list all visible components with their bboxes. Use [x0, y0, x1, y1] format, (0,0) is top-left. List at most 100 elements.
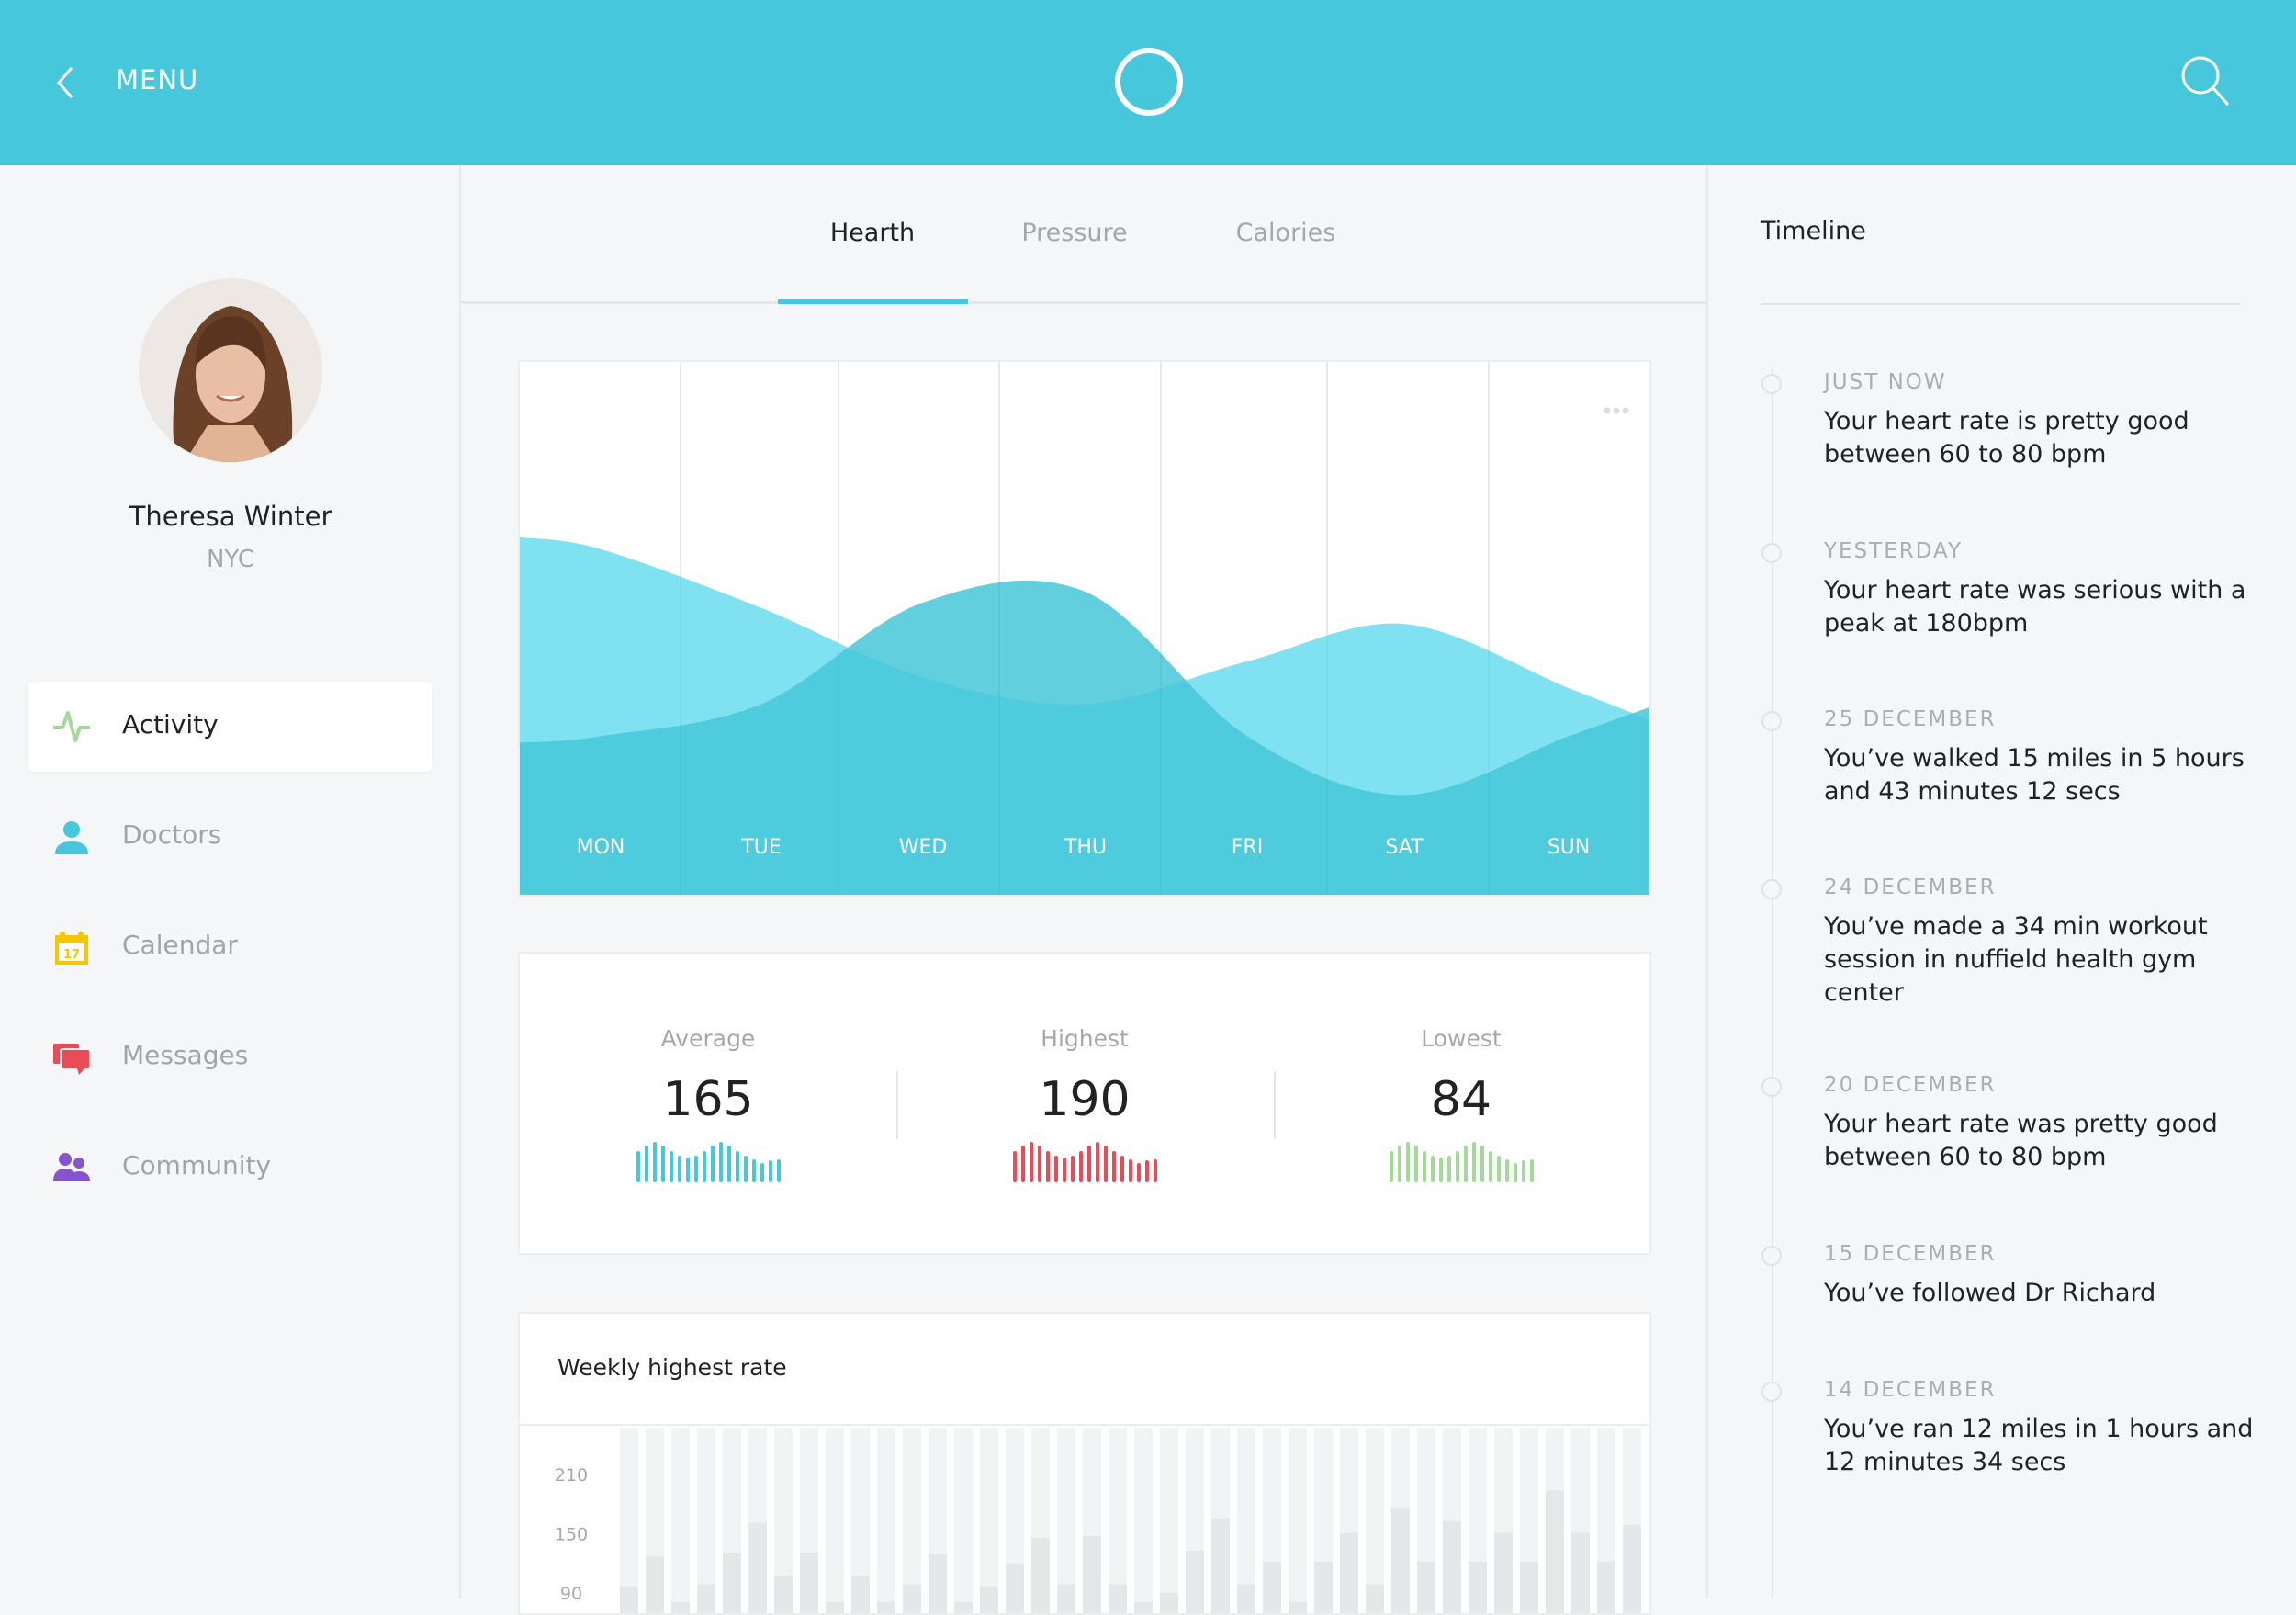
sparkline-bar — [1414, 1146, 1418, 1182]
sparkline-bar — [769, 1160, 772, 1182]
avatar[interactable] — [139, 278, 322, 462]
sidebar-item-messages[interactable]: Messages — [28, 1012, 432, 1102]
bar-track — [1134, 1428, 1153, 1615]
bar[interactable] — [1314, 1562, 1333, 1615]
bar[interactable] — [851, 1576, 870, 1615]
timeline-text: You’ve made a 34 min workout session in … — [1824, 910, 2283, 1010]
bar-track — [826, 1428, 844, 1615]
sparkline-bar — [1054, 1156, 1058, 1182]
circle-logo-icon[interactable] — [1113, 46, 1185, 118]
bar[interactable] — [620, 1587, 638, 1615]
sparkline-bar — [1096, 1142, 1099, 1182]
bar[interactable] — [1546, 1490, 1564, 1615]
bar[interactable] — [954, 1602, 973, 1615]
bar[interactable] — [1494, 1533, 1513, 1615]
timeline-dot-icon — [1761, 711, 1782, 731]
bar[interactable] — [774, 1576, 793, 1615]
bar[interactable] — [1366, 1584, 1384, 1615]
svg-text:17: 17 — [63, 948, 80, 962]
bar[interactable] — [1134, 1602, 1153, 1615]
sidebar-item-activity[interactable]: Activity — [28, 682, 432, 772]
timeline-dot-icon — [1761, 1246, 1782, 1266]
sparkline-bar — [727, 1146, 731, 1182]
bar[interactable] — [1031, 1538, 1050, 1615]
menu-button[interactable]: MENU — [116, 64, 198, 96]
timeline-text: Your heart rate is pretty good between 6… — [1824, 405, 2283, 471]
bar[interactable] — [1083, 1536, 1101, 1615]
timeline-dot-icon — [1761, 1382, 1782, 1402]
timeline-date: 15 DECEMBER — [1824, 1242, 1997, 1266]
bar[interactable] — [1057, 1584, 1075, 1615]
profile-name: Theresa Winter — [0, 501, 461, 532]
sparkline-bar — [678, 1156, 681, 1182]
sparkline-bar — [1145, 1160, 1149, 1182]
chevron-left-icon[interactable] — [55, 66, 75, 99]
bar[interactable] — [877, 1602, 895, 1615]
bar[interactable] — [1391, 1508, 1410, 1615]
sparkline-bar — [1137, 1163, 1141, 1182]
active-tab-indicator — [778, 299, 968, 304]
bar[interactable] — [800, 1553, 818, 1615]
bar[interactable] — [1417, 1562, 1435, 1615]
timeline-dot-icon — [1761, 1077, 1782, 1097]
timeline-dot-icon — [1761, 879, 1782, 899]
bar[interactable] — [1340, 1533, 1358, 1615]
bar[interactable] — [1289, 1602, 1307, 1615]
bar-track — [954, 1428, 973, 1615]
bar[interactable] — [671, 1602, 690, 1615]
bar[interactable] — [1443, 1521, 1461, 1615]
sparkline-bar — [1522, 1160, 1525, 1182]
sparkline-bar — [777, 1159, 781, 1182]
bar[interactable] — [903, 1584, 921, 1615]
bar-track — [671, 1428, 690, 1615]
bar[interactable] — [1469, 1562, 1487, 1615]
bar[interactable] — [929, 1554, 947, 1615]
bar[interactable] — [980, 1587, 998, 1615]
sparkline-bar — [1104, 1146, 1108, 1182]
profile-location: NYC — [0, 546, 461, 573]
stat-value: 165 — [520, 1072, 896, 1127]
bar[interactable] — [1109, 1584, 1127, 1615]
tab-calories[interactable]: Calories — [1236, 219, 1336, 247]
bar[interactable] — [1623, 1525, 1641, 1615]
tab-pressure[interactable]: Pressure — [1021, 219, 1127, 247]
search-icon[interactable] — [2180, 55, 2232, 110]
bar[interactable] — [748, 1523, 767, 1615]
sidebar-item-doctors[interactable]: Doctors — [28, 792, 432, 882]
sidebar-item-community[interactable]: Community — [28, 1123, 432, 1213]
sparkline-bar — [694, 1156, 698, 1182]
bar[interactable] — [1211, 1518, 1230, 1615]
sparkline-bar — [1530, 1159, 1534, 1182]
bar[interactable] — [1186, 1551, 1204, 1615]
bar[interactable] — [646, 1556, 664, 1615]
bar[interactable] — [826, 1602, 844, 1615]
timeline-date: YESTERDAY — [1824, 539, 1963, 563]
sidebar-item-calendar[interactable]: 17 Calendar — [28, 902, 432, 992]
more-dots-icon[interactable] — [1604, 406, 1631, 415]
bar[interactable] — [1597, 1562, 1615, 1615]
timeline-dot-icon — [1761, 374, 1782, 394]
chat-icon — [53, 1040, 90, 1077]
bar[interactable] — [1263, 1562, 1281, 1615]
bar[interactable] — [697, 1584, 715, 1615]
bar[interactable] — [1160, 1593, 1178, 1615]
sparkline-bar — [744, 1156, 748, 1182]
sparkline-bar — [711, 1146, 715, 1182]
timeline-divider — [1761, 303, 2241, 305]
bar[interactable] — [1006, 1564, 1024, 1615]
bar-track — [1289, 1428, 1307, 1615]
sparkline-bar — [1390, 1151, 1393, 1182]
bar[interactable] — [1237, 1584, 1255, 1615]
tab-hearth[interactable]: Hearth — [830, 219, 915, 247]
timeline-date: 24 DECEMBER — [1824, 875, 1997, 899]
timeline-text: You’ve walked 15 miles in 5 hours and 43… — [1824, 742, 2283, 808]
bar[interactable] — [723, 1553, 741, 1615]
bar[interactable] — [1520, 1562, 1538, 1615]
sparkline-bar — [1439, 1158, 1443, 1182]
bar-track — [1160, 1428, 1178, 1615]
sparkline-bar — [1063, 1158, 1066, 1182]
bar[interactable] — [1571, 1533, 1590, 1615]
sparkline-bar — [752, 1159, 756, 1182]
